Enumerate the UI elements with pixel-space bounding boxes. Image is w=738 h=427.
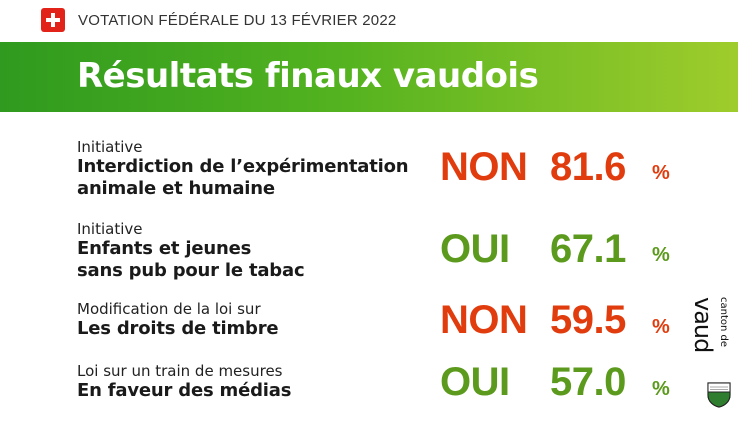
ballot-type: Modification de la loi sur xyxy=(77,300,261,318)
percent-value: 57.0 xyxy=(550,360,626,404)
percent-sign: % xyxy=(652,244,670,266)
percent-sign: % xyxy=(652,316,670,338)
ballot-subject-line1: En faveur des médias xyxy=(77,380,292,401)
result-row: Initiative Interdiction de l’expérimenta… xyxy=(0,138,700,199)
swiss-flag-icon xyxy=(41,8,65,32)
title-banner: Résultats finaux vaudois xyxy=(0,42,738,112)
percent-sign: % xyxy=(652,378,670,400)
header-bar: VOTATION FÉDÉRALE DU 13 FÉVRIER 2022 xyxy=(0,0,738,42)
result-row: Initiative Enfants et jeunes sans pub po… xyxy=(0,220,700,281)
percent-sign: % xyxy=(652,162,670,184)
ballot-subject-line1: Les droits de timbre xyxy=(77,318,279,339)
ballot-type: Initiative xyxy=(77,138,143,156)
logo-big-text: vaud xyxy=(689,297,717,353)
percent-value: 81.6 xyxy=(550,145,626,189)
logo-small-text: canton de xyxy=(718,297,729,348)
answer-label: OUI xyxy=(440,360,510,404)
answer-label: NON xyxy=(440,298,528,342)
page-title: Résultats finaux vaudois xyxy=(77,56,539,96)
percent-value: 67.1 xyxy=(550,227,626,271)
ballot-type: Loi sur un train de mesures xyxy=(77,362,283,380)
vote-date: VOTATION FÉDÉRALE DU 13 FÉVRIER 2022 xyxy=(78,12,397,29)
percent-value: 59.5 xyxy=(550,298,626,342)
ballot-type: Initiative xyxy=(77,220,143,238)
ballot-subject-line2: sans pub pour le tabac xyxy=(77,260,305,281)
ballot-subject-line2: animale et humaine xyxy=(77,178,275,199)
answer-label: NON xyxy=(440,145,528,189)
ballot-subject-line1: Interdiction de l’expérimentation xyxy=(77,156,409,177)
answer-label: OUI xyxy=(440,227,510,271)
vaud-shield-icon xyxy=(707,382,731,408)
canton-vaud-logo: canton de vaud xyxy=(689,297,735,410)
ballot-subject-line1: Enfants et jeunes xyxy=(77,238,252,259)
result-row: Loi sur un train de mesures En faveur de… xyxy=(0,360,700,422)
result-row: Modification de la loi sur Les droits de… xyxy=(0,298,700,360)
